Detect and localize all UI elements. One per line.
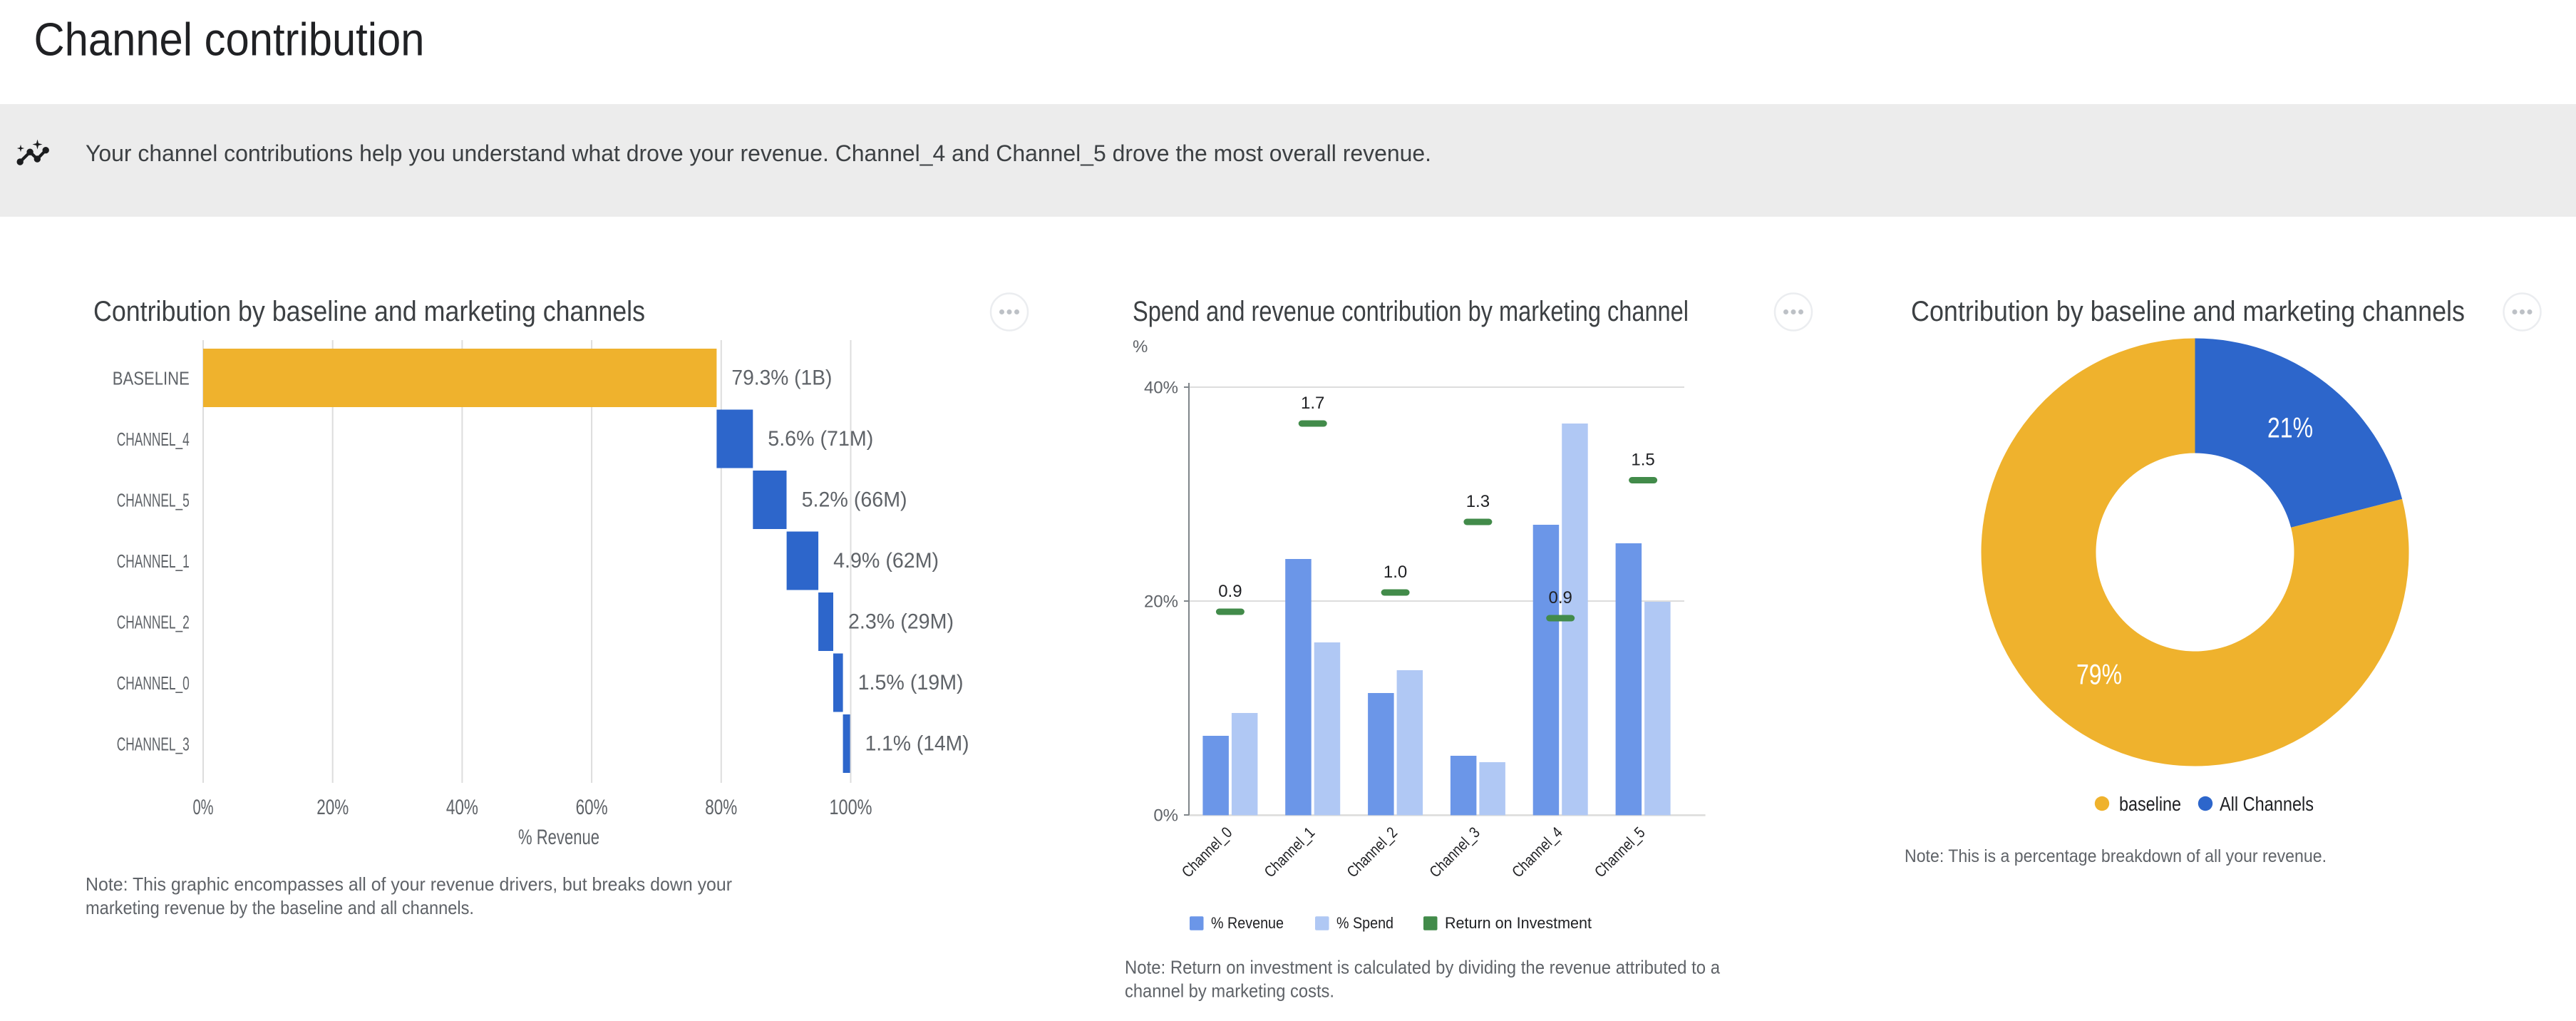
svg-text:baseline: baseline (2119, 793, 2181, 815)
svg-text:20%: 20% (316, 796, 349, 819)
svg-text:0.9: 0.9 (1549, 588, 1572, 607)
svg-text:All Channels: All Channels (2220, 793, 2314, 815)
svg-text:0.9: 0.9 (1218, 582, 1242, 601)
svg-text:80%: 80% (705, 796, 737, 819)
svg-text:1.0: 1.0 (1384, 563, 1407, 582)
svg-text:CHANNEL_1: CHANNEL_1 (117, 550, 190, 572)
svg-text:Channel_5: Channel_5 (1591, 824, 1649, 881)
svg-text:channel by marketing costs.: channel by marketing costs. (1125, 980, 1334, 1002)
svg-text:0%: 0% (1153, 806, 1178, 826)
svg-text:Note: Return on investment is: Note: Return on investment is calculated… (1125, 956, 1720, 978)
svg-text:1.5% (19M): 1.5% (19M) (858, 671, 964, 694)
svg-text:Contribution by baseline and m: Contribution by baseline and marketing c… (1911, 296, 2465, 327)
svg-text:1.1% (14M): 1.1% (14M) (865, 732, 969, 755)
svg-text:40%: 40% (1144, 379, 1178, 398)
svg-text:1.3: 1.3 (1466, 492, 1490, 511)
svg-text:Note: This is a percentage bre: Note: This is a percentage breakdown of … (1905, 846, 2327, 866)
svg-text:CHANNEL_0: CHANNEL_0 (117, 672, 190, 694)
svg-text:Return on Investment: Return on Investment (1445, 914, 1592, 932)
svg-text:Note: This graphic encompasses: Note: This graphic encompasses all of yo… (86, 873, 732, 895)
svg-text:CHANNEL_4: CHANNEL_4 (117, 429, 190, 450)
svg-text:1.5: 1.5 (1631, 451, 1654, 470)
svg-text:CHANNEL_5: CHANNEL_5 (117, 490, 190, 511)
svg-text:marketing revenue by the basel: marketing revenue by the baseline and al… (86, 897, 474, 918)
svg-text:Spend and revenue contribution: Spend and revenue contribution by market… (1133, 296, 1689, 327)
svg-text:20%: 20% (1144, 592, 1178, 612)
svg-text:5.6% (71M): 5.6% (71M) (768, 427, 873, 451)
svg-text:Your channel contributions hel: Your channel contributions help you unde… (86, 140, 1431, 166)
svg-text:79%: 79% (2076, 660, 2122, 691)
svg-text:4.9% (62M): 4.9% (62M) (833, 549, 939, 573)
svg-text:% Spend: % Spend (1336, 914, 1393, 932)
svg-text:1.7: 1.7 (1301, 394, 1324, 413)
svg-text:100%: 100% (830, 796, 872, 819)
svg-text:40%: 40% (446, 796, 478, 819)
svg-text:CHANNEL_2: CHANNEL_2 (117, 612, 190, 633)
svg-text:21%: 21% (2267, 413, 2313, 444)
svg-text:60%: 60% (576, 796, 608, 819)
svg-text:CHANNEL_3: CHANNEL_3 (117, 734, 190, 755)
svg-text:Channel contribution: Channel contribution (34, 14, 425, 66)
svg-text:5.2% (66M): 5.2% (66M) (802, 488, 907, 511)
svg-text:% Revenue: % Revenue (1211, 914, 1284, 932)
svg-text:0%: 0% (193, 796, 214, 819)
svg-text:2.3% (29M): 2.3% (29M) (848, 610, 954, 633)
svg-text:BASELINE: BASELINE (113, 368, 190, 389)
svg-text:Channel_2: Channel_2 (1344, 824, 1401, 881)
svg-text:Channel_4: Channel_4 (1508, 824, 1566, 881)
svg-text:Contribution by baseline and m: Contribution by baseline and marketing c… (93, 296, 645, 327)
svg-text:Channel_3: Channel_3 (1426, 824, 1483, 881)
svg-text:Channel_1: Channel_1 (1261, 824, 1319, 881)
svg-text:Channel_0: Channel_0 (1178, 824, 1236, 881)
svg-text:%: % (1133, 337, 1148, 356)
svg-text:% Revenue: % Revenue (518, 826, 599, 849)
svg-text:79.3% (1B): 79.3% (1B) (731, 366, 832, 389)
